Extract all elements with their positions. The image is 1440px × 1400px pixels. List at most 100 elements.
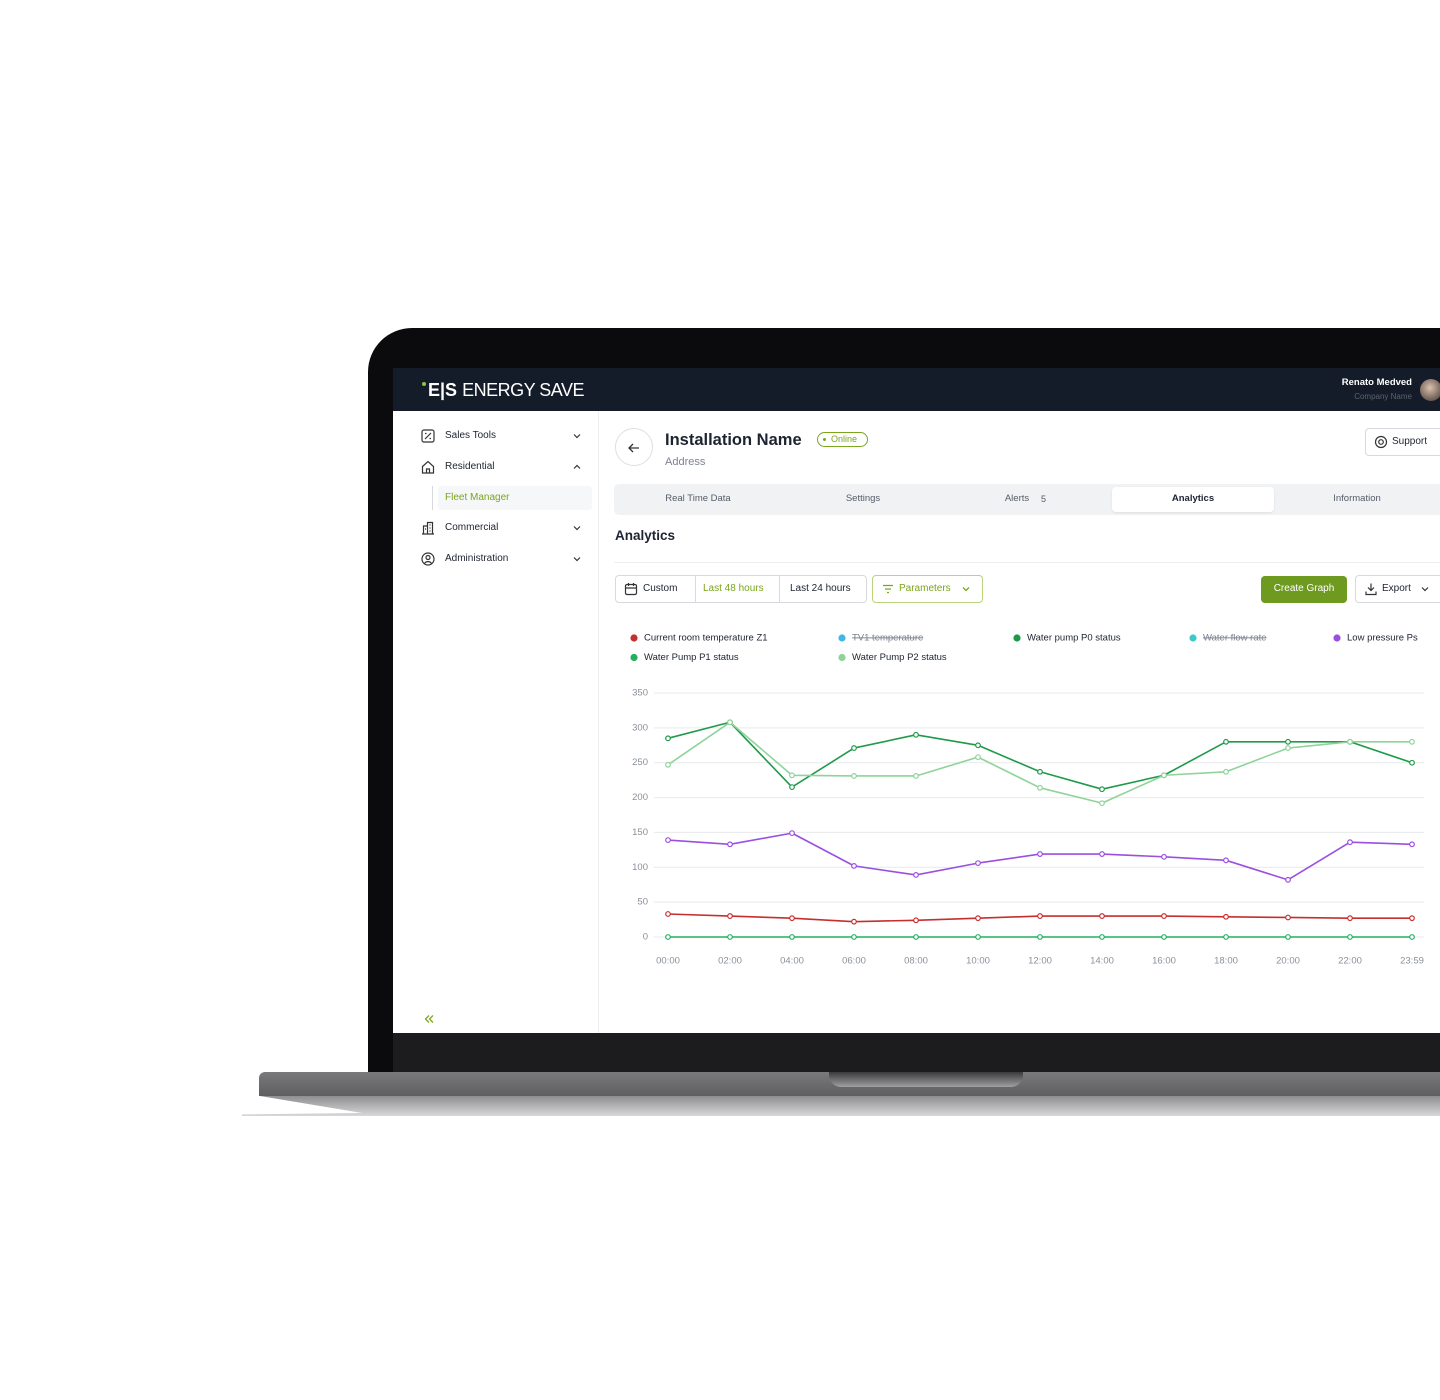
- nav-item[interactable]: Commercial: [445, 522, 499, 533]
- x-tick-label: 18:00: [1214, 956, 1238, 967]
- data-point: [789, 784, 795, 791]
- create-graph-button[interactable]: [1261, 576, 1347, 603]
- back-arrow: [628, 443, 639, 453]
- legend-label[interactable]: Current room temperature Z1: [644, 633, 768, 644]
- chevron[interactable]: [570, 429, 584, 443]
- legend-swatch[interactable]: [838, 634, 846, 642]
- data-point: [665, 761, 671, 768]
- logo-mark: E|S: [428, 380, 458, 400]
- tab[interactable]: Real Time Data: [665, 493, 731, 504]
- data-point: [851, 862, 857, 869]
- x-tick-label: 20:00: [1276, 956, 1300, 967]
- icon: [421, 429, 435, 443]
- tab-badge: 5: [1041, 494, 1047, 504]
- nav-subitem[interactable]: Fleet Manager: [445, 492, 510, 503]
- status-dot: [823, 438, 826, 441]
- data-point: [1223, 934, 1229, 940]
- data-point: [727, 841, 733, 848]
- nav-item[interactable]: Administration: [445, 553, 509, 564]
- range-option[interactable]: Custom: [643, 583, 678, 594]
- create-graph-label[interactable]: Create Graph: [1273, 583, 1335, 594]
- legend-swatch[interactable]: [630, 653, 638, 662]
- icon: [422, 521, 434, 535]
- data-point: [1347, 738, 1353, 745]
- legend-label[interactable]: TV1 temperature: [852, 633, 923, 644]
- data-point: [1223, 913, 1229, 920]
- parameters-label[interactable]: Parameters: [899, 583, 951, 594]
- legend-label[interactable]: Low pressure Ps: [1347, 633, 1418, 644]
- user-name[interactable]: Renato Medved: [1341, 377, 1412, 388]
- data-point: [1285, 934, 1291, 940]
- series-line: [667, 721, 1413, 791]
- data-point: [1285, 745, 1291, 751]
- legend-swatch[interactable]: [630, 634, 638, 642]
- x-tick-label: 10:00: [966, 956, 990, 967]
- nav-item[interactable]: Sales Tools: [445, 430, 496, 441]
- legend-swatch[interactable]: [1333, 634, 1341, 642]
- data-point: [1409, 738, 1415, 745]
- legend-swatch[interactable]: [1013, 634, 1021, 642]
- chevron: [962, 587, 970, 592]
- support-label[interactable]: Support: [1392, 436, 1428, 447]
- data-point: [1161, 772, 1167, 779]
- support-icon: [1374, 435, 1388, 449]
- page-title: Installation Name: [665, 431, 802, 449]
- laptop-lip: [242, 1096, 1440, 1116]
- address: Address: [665, 456, 706, 468]
- divider: [614, 562, 1440, 563]
- x-tick-label: 02:00: [718, 956, 742, 967]
- range-option-active[interactable]: Last 48 hours: [703, 583, 764, 594]
- y-tick-label: 50: [637, 897, 648, 908]
- support-button[interactable]: [1365, 428, 1440, 456]
- tab[interactable]: Alerts: [1004, 493, 1030, 504]
- data-point: [975, 915, 981, 922]
- data-point: [727, 719, 733, 726]
- logo: E|S ENERGY SAVE: [428, 380, 584, 400]
- chevron[interactable]: [570, 521, 584, 535]
- data-point: [1409, 915, 1415, 922]
- chevron: [1421, 587, 1429, 592]
- data-point: [913, 731, 919, 738]
- x-tick-label: 14:00: [1090, 956, 1114, 967]
- y-tick-label: 300: [632, 722, 648, 733]
- back-button[interactable]: [615, 428, 653, 466]
- icon: [421, 460, 435, 474]
- export-label[interactable]: Export: [1382, 583, 1411, 594]
- range-option[interactable]: Last 24 hours: [790, 583, 851, 594]
- legend-label[interactable]: Water Pump P1 status: [644, 652, 739, 663]
- legend-swatch[interactable]: [838, 653, 846, 662]
- legend-label[interactable]: Water flow rate: [1203, 633, 1267, 644]
- y-tick-label: 0: [643, 932, 648, 943]
- data-point: [1409, 841, 1415, 848]
- data-point: [1347, 934, 1353, 940]
- legend-label[interactable]: Water pump P0 status: [1027, 633, 1121, 644]
- data-point: [665, 837, 671, 843]
- tab[interactable]: Information: [1333, 493, 1381, 504]
- data-point: [975, 742, 981, 749]
- data-point: [665, 934, 671, 940]
- data-point: [1347, 839, 1353, 846]
- tab[interactable]: Settings: [845, 493, 881, 504]
- data-point: [1409, 934, 1415, 940]
- tab-active[interactable]: Analytics: [1171, 493, 1215, 504]
- chevron[interactable]: [570, 460, 584, 474]
- x-tick-label: 16:00: [1152, 956, 1176, 967]
- data-point: [851, 934, 857, 940]
- data-point: [1099, 934, 1105, 940]
- data-point: [913, 872, 919, 878]
- nav-item[interactable]: Residential: [445, 461, 495, 472]
- chevron[interactable]: [570, 552, 584, 566]
- data-point: [1223, 738, 1229, 745]
- data-point: [1161, 853, 1167, 860]
- collapse-sidebar[interactable]: [422, 1012, 436, 1026]
- laptop-chin: [393, 1033, 1440, 1072]
- sidebar-divider: [598, 411, 599, 1033]
- avatar[interactable]: [1420, 379, 1440, 401]
- legend-swatch[interactable]: [1189, 634, 1197, 642]
- x-tick-label: 04:00: [780, 956, 804, 967]
- calendar-icon: [624, 583, 638, 596]
- x-tick-label: 06:00: [842, 956, 866, 967]
- legend-label[interactable]: Water Pump P2 status: [852, 652, 947, 663]
- x-tick-label: 00:00: [656, 956, 680, 967]
